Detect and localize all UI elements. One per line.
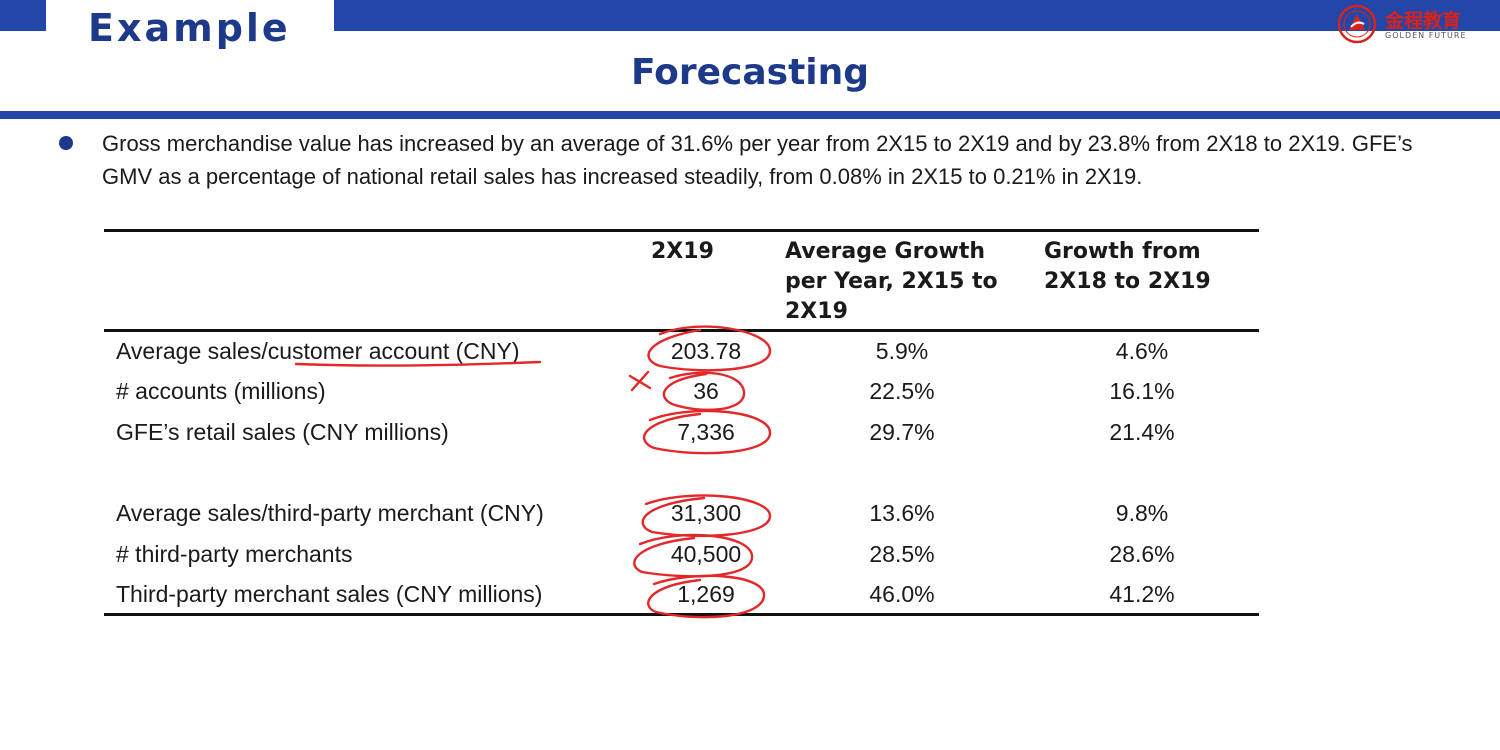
cell-2x19-merchants: 40,500 — [670, 541, 742, 567]
table-header-rule — [104, 329, 1259, 332]
header-bar-right — [334, 0, 1500, 31]
subtitle-divider — [0, 111, 1500, 119]
cell-yoy-accounts: 16.1% — [1109, 378, 1175, 404]
cell-2x19-merchant-sales: 1,269 — [677, 581, 735, 607]
cell-yoy-merchant-sales: 41.2% — [1109, 581, 1175, 607]
logo-emblem-icon — [1337, 4, 1377, 44]
table-bottom-rule — [104, 613, 1259, 616]
column-header-2x19: 2X19 — [651, 239, 714, 264]
cell-2x19-accounts: 36 — [693, 378, 719, 404]
cell-yoy-retail-sales: 21.4% — [1109, 419, 1175, 445]
company-logo: 金程教育 GOLDEN FUTURE — [1337, 4, 1497, 44]
cell-2x19-avg-sales-account: 203.78 — [670, 338, 742, 364]
cell-avg-growth-retail-sales: 29.7% — [869, 419, 935, 445]
cell-avg-growth-merchant-sales: 46.0% — [869, 581, 935, 607]
row-label-merchant-sales: Third-party merchant sales (CNY millions… — [116, 581, 543, 607]
column-header-avg-growth: Average Growth per Year, 2X15 to 2X19 — [785, 239, 998, 324]
header-bar-left — [0, 0, 46, 31]
bullet-icon — [59, 136, 73, 150]
cell-avg-growth-merchants: 28.5% — [869, 541, 935, 567]
row-label-avg-sales-account: Average sales/customer account (CNY) — [116, 338, 520, 364]
cell-avg-growth-avg-sales-account: 5.9% — [875, 338, 929, 364]
cell-2x19-avg-sales-merchant: 31,300 — [670, 500, 742, 526]
cell-yoy-merchants: 28.6% — [1109, 541, 1175, 567]
cell-avg-growth-accounts: 22.5% — [869, 378, 935, 404]
table-top-rule — [104, 229, 1259, 232]
cell-avg-growth-avg-sales-merchant: 13.6% — [869, 500, 935, 526]
row-label-accounts: # accounts (millions) — [116, 378, 326, 404]
cell-yoy-avg-sales-account: 4.6% — [1115, 338, 1169, 364]
bullet-text: Gross merchandise value has increased by… — [102, 131, 1413, 189]
row-label-merchants: # third-party merchants — [116, 541, 353, 567]
row-label-avg-sales-merchant: Average sales/third-party merchant (CNY) — [116, 500, 544, 526]
cell-yoy-avg-sales-merchant: 9.8% — [1115, 500, 1169, 526]
slide-title: Example — [88, 6, 291, 50]
cell-2x19-retail-sales: 7,336 — [677, 419, 735, 445]
column-header-yoy-growth: Growth from 2X18 to 2X19 — [1044, 239, 1211, 294]
logo-text-en: GOLDEN FUTURE — [1385, 31, 1467, 40]
logo-text-cn: 金程教育 — [1385, 10, 1462, 32]
slide-subtitle: Forecasting — [630, 52, 870, 93]
row-label-retail-sales: GFE’s retail sales (CNY millions) — [116, 419, 449, 445]
